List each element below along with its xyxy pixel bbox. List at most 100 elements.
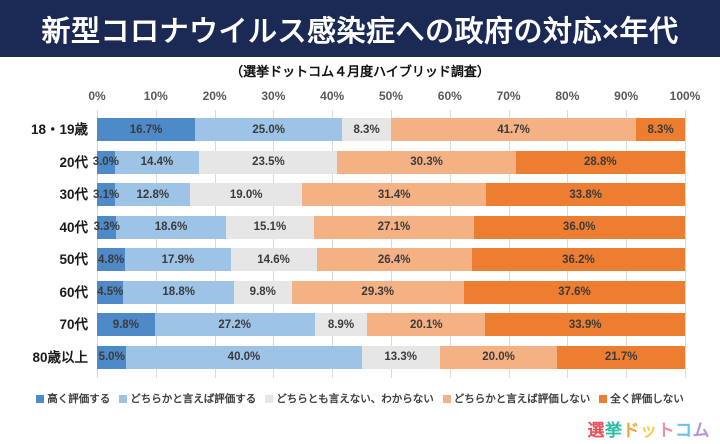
data-label: 27.2% <box>218 318 252 331</box>
x-axis-tick: 80% <box>555 89 580 103</box>
stacked-bar-chart-plot-area: 0% 10% 20% 30% 40% 50% 60% 70% 80% 90% 100% 18・19歳 1… <box>31 86 700 378</box>
x-axis-tick: 50% <box>378 89 404 103</box>
legend-marker <box>599 394 608 403</box>
bar-segment: 8.9% <box>314 313 368 336</box>
data-label: 15.1% <box>253 221 287 233</box>
bar-segment: 27.2% <box>154 313 315 336</box>
x-axis-tick: 40% <box>320 89 345 103</box>
logo-char: 選 <box>587 421 605 440</box>
bar-segment: 29.3% <box>291 280 464 304</box>
data-label: 26.4% <box>377 253 411 266</box>
bar-segment: 21.7% <box>557 345 685 369</box>
logo-char: ム <box>692 421 710 440</box>
data-label: 33.9% <box>568 318 602 331</box>
legend-label: どちらかと言えば評価する <box>130 393 257 405</box>
bar-segment: 41.7% <box>390 118 637 141</box>
gridline <box>567 110 569 378</box>
gridline <box>97 110 98 378</box>
category-label: 50代 <box>59 252 88 267</box>
bar-row: 30代 3.1% 12.8% 19.0% 31.4% 33.8% <box>59 183 685 206</box>
bar-row: 50代 4.8% 17.9% 14.6% 26.4% 36.2% <box>59 248 685 271</box>
logo-char: ド <box>622 421 640 440</box>
bar-segment: 36.0% <box>473 215 685 239</box>
bar-segment: 16.7% <box>97 118 196 141</box>
data-label: 4.5% <box>97 286 124 298</box>
bar-segment: 3.1% <box>93 183 119 206</box>
chart-subtitle: （選挙ドットコム４月度ハイブリッド調査） <box>230 64 490 79</box>
data-label: 19.0% <box>229 188 263 201</box>
logo-char: ト <box>657 421 675 440</box>
legend-item: どちらとも言えない、わからない <box>265 391 434 406</box>
bar-row: 70代 9.8% 27.2% 8.9% 20.1% 33.9% <box>59 313 685 336</box>
category-label: 40代 <box>59 219 88 235</box>
data-label: 8.3% <box>353 123 380 136</box>
senkyo-dotcom-logo: 選挙ドットコム <box>588 416 711 441</box>
data-label: 20.1% <box>409 318 443 331</box>
legend-item: どちらかと言えば評価しない <box>442 391 590 406</box>
bar-segment: 33.9% <box>485 313 685 336</box>
data-label: 21.7% <box>604 351 638 363</box>
legend-label: 全く評価しない <box>610 393 684 405</box>
bar-segment: 33.8% <box>486 183 685 206</box>
bar-segment: 30.3% <box>337 150 516 174</box>
page-title: 新型コロナウイルス感染症への政府の対応×年代 <box>41 15 679 48</box>
bar-segment: 23.5% <box>199 150 338 174</box>
bar-segment: 8.3% <box>342 118 391 141</box>
data-label: 23.5% <box>252 156 285 168</box>
title-banner: 新型コロナウイルス感染症への政府の対応×年代 <box>0 0 720 57</box>
gridline <box>155 110 157 378</box>
category-label: 70代 <box>59 317 88 332</box>
bar-segment: 26.4% <box>316 248 472 271</box>
bar-segment: 3.3% <box>94 215 120 239</box>
bar-segment: 20.1% <box>367 313 486 336</box>
x-axis: 0% 10% 20% 30% 40% 50% 60% 70% 80% 90% 100% <box>88 86 700 106</box>
category-label: 80歳以上 <box>32 349 88 365</box>
data-label: 14.6% <box>257 253 290 266</box>
bar-segment: 20.0% <box>439 345 558 369</box>
legend-marker <box>442 394 451 403</box>
bar-segment: 4.5% <box>97 280 124 304</box>
category-label: 30代 <box>59 187 88 202</box>
data-label: 14.4% <box>140 156 174 168</box>
gridline <box>332 110 334 378</box>
bar-segment: 36.2% <box>471 248 685 271</box>
legend-marker <box>119 394 128 403</box>
bar-row: 18・19歳 16.7% 25.0% 8.3% 41.7% 8.3% <box>31 118 685 141</box>
bar-segment: 14.4% <box>114 150 200 174</box>
x-axis-tick: 0% <box>88 89 106 103</box>
bar-segment: 8.3% <box>636 118 685 141</box>
category-label: 60代 <box>59 284 88 300</box>
data-label: 8.3% <box>647 123 674 136</box>
data-label: 25.0% <box>252 123 285 136</box>
legend-item: 高く評価する <box>36 391 110 406</box>
bar-segment: 18.6% <box>116 215 226 239</box>
data-label: 29.3% <box>361 286 395 298</box>
data-label: 9.8% <box>112 318 139 331</box>
data-label: 3.3% <box>93 221 120 233</box>
data-label: 18.6% <box>154 221 188 233</box>
data-label: 36.0% <box>562 221 596 233</box>
data-label: 40.0% <box>227 351 261 363</box>
bar-segment: 9.8% <box>233 280 292 304</box>
bar-segment: 9.8% <box>97 313 155 336</box>
data-label: 28.8% <box>583 156 617 168</box>
bar-segment: 27.1% <box>314 215 474 239</box>
data-label: 8.9% <box>327 318 355 331</box>
bar-segment: 14.6% <box>230 248 317 271</box>
gridlines <box>97 110 686 378</box>
x-axis-tick: 10% <box>143 89 168 103</box>
legend-marker <box>36 394 45 403</box>
bar-row: 80歳以上 5.0% 40.0% 13.3% 20.0% 21.7% <box>32 345 685 369</box>
bar-segment: 19.0% <box>190 183 302 206</box>
bar-segment: 40.0% <box>126 345 362 369</box>
data-label: 30.3% <box>410 156 443 168</box>
logo-char: 挙 <box>605 421 623 440</box>
x-axis-tick: 70% <box>496 89 521 103</box>
legend-item: どちらかと言えば評価する <box>119 391 256 406</box>
category-label: 18・19歳 <box>30 122 88 137</box>
bar-segment: 15.1% <box>225 215 315 239</box>
bar-rows: 18・19歳 16.7% 25.0% 8.3% 41.7% 8.3% 20代 3.0% 14.4… <box>31 113 685 369</box>
gridline <box>508 110 510 378</box>
bar-segment: 4.8% <box>97 248 126 271</box>
